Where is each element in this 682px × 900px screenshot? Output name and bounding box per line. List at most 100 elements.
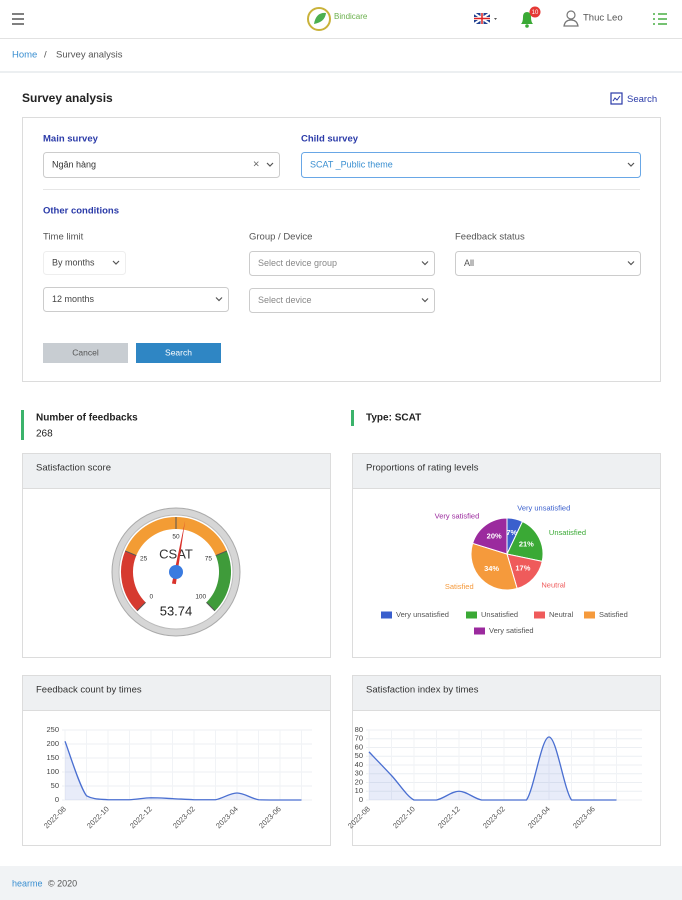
- footer-brand[interactable]: hearme: [12, 878, 43, 888]
- gauge-value: 53.74: [160, 603, 193, 618]
- panel-title: Feedback count by times: [36, 685, 142, 696]
- y-tick-label: 200: [46, 739, 59, 748]
- select[interactable]: Ngân hàng ×: [43, 152, 280, 178]
- gauge-hub: [169, 565, 183, 579]
- clear-icon: ×: [253, 158, 259, 170]
- panel-header: [353, 676, 660, 710]
- stat-label: Type: SCAT: [366, 413, 421, 424]
- legend-label[interactable]: Satisfied: [599, 610, 628, 619]
- select-box: [455, 251, 641, 276]
- caret: [266, 162, 274, 167]
- legend-swatch[interactable]: [584, 611, 595, 619]
- select[interactable]: SCAT _Public theme: [301, 152, 641, 178]
- gauge-tick: [136, 602, 146, 612]
- stat-accent: [21, 410, 24, 440]
- gauge-tick-label: 75: [205, 555, 213, 562]
- y-tick-label: 50: [51, 781, 59, 790]
- select[interactable]: All: [455, 251, 641, 276]
- pie-category-label: Very unsatisfied: [517, 503, 570, 512]
- search-button[interactable]: Search: [136, 343, 221, 363]
- cancel-button[interactable]: Cancel: [43, 343, 128, 363]
- y-tick-label: 0: [359, 795, 363, 804]
- legend-label[interactable]: Neutral: [549, 610, 574, 619]
- breadcrumb-home[interactable]: Home: [12, 50, 37, 61]
- select-box: [301, 152, 641, 178]
- select[interactable]: 12 months: [43, 287, 229, 312]
- user-name: Thuc Leo: [583, 13, 623, 24]
- search-link[interactable]: Search: [610, 92, 657, 105]
- pie-slice: [471, 517, 508, 555]
- pie-value-label: 7%: [506, 528, 517, 537]
- select[interactable]: By months: [43, 251, 126, 275]
- gauge-tick: [215, 550, 228, 557]
- pie-category-label: Satisfied: [445, 582, 474, 591]
- breadcrumb-separator: /: [44, 50, 47, 61]
- panel-title: Satisfaction score: [36, 463, 111, 474]
- field-label: Time limit: [43, 232, 84, 243]
- pie-value-label: 21%: [519, 539, 534, 548]
- y-tick-label: 100: [46, 767, 59, 776]
- select-value: Select device group: [258, 258, 337, 268]
- select-box: [43, 251, 126, 275]
- gauge-tick: [124, 550, 137, 557]
- field-label: Feedback status: [455, 232, 525, 243]
- stat-accent: [351, 410, 354, 426]
- gauge-tick-label: 50: [172, 534, 180, 541]
- pie-value-label: 34%: [484, 564, 499, 573]
- gauge-band: [206, 550, 231, 611]
- list-icon[interactable]: [653, 13, 667, 25]
- footer-copyright: © 2020: [48, 878, 77, 888]
- legend-swatch[interactable]: [381, 611, 392, 619]
- caret: [112, 260, 120, 265]
- select-value: 12 months: [52, 294, 95, 304]
- footer: [0, 866, 682, 900]
- y-tick-label: 80: [355, 725, 363, 734]
- line: [368, 736, 617, 801]
- legend-swatch[interactable]: [474, 627, 485, 635]
- legend-label[interactable]: Unsatisfied: [481, 610, 518, 619]
- notification-count: 10: [532, 10, 539, 16]
- select-box: [249, 288, 435, 313]
- y-tick-label: 10: [355, 786, 363, 795]
- y-tick-label: 250: [46, 725, 59, 734]
- page-title: Survey analysis: [22, 91, 113, 105]
- legend-swatch[interactable]: [466, 611, 477, 619]
- legend-swatch[interactable]: [534, 611, 545, 619]
- pie-slice: [470, 542, 518, 591]
- area-fill: [369, 737, 617, 800]
- select-box: [43, 152, 280, 178]
- section-label: Other conditions: [43, 206, 119, 217]
- user-menu[interactable]: Thuc Leo: [563, 10, 623, 27]
- panel-header: [23, 454, 330, 488]
- legend-label[interactable]: Very satisfied: [489, 626, 534, 635]
- notification-bell[interactable]: 10: [521, 6, 541, 28]
- language-flag[interactable]: [473, 12, 497, 25]
- select-value: All: [464, 258, 474, 268]
- select[interactable]: Select device: [249, 288, 435, 313]
- logo[interactable]: Bindicare: [307, 7, 368, 31]
- select[interactable]: Select device group: [249, 251, 435, 276]
- caret: [215, 297, 223, 302]
- pie-category-label: Very satisfied: [435, 511, 480, 520]
- stat-label: Number of feedbacks: [36, 413, 138, 424]
- field-label: Main survey: [43, 134, 99, 145]
- search-link-text: Search: [627, 94, 657, 105]
- select-value: Ngân hàng: [52, 159, 96, 169]
- breadcrumb-current: Survey analysis: [56, 50, 123, 61]
- y-tick-label: 60: [355, 742, 363, 751]
- caret: [627, 261, 635, 266]
- select-value: By months: [52, 257, 95, 267]
- legend-label[interactable]: Very unsatisfied: [396, 610, 449, 619]
- brand: Bindicare: [334, 12, 368, 21]
- section-divider: [0, 71, 682, 73]
- pie-value-label: 17%: [515, 564, 530, 573]
- y-tick-label: 150: [46, 753, 59, 762]
- panel-header: [23, 676, 330, 710]
- select-value: Select device: [258, 295, 312, 305]
- gauge-tick-label: 25: [140, 555, 148, 562]
- caret: [421, 298, 429, 303]
- select-box: [43, 287, 229, 312]
- y-tick-label: 40: [355, 760, 363, 769]
- menu-icon[interactable]: [12, 13, 24, 25]
